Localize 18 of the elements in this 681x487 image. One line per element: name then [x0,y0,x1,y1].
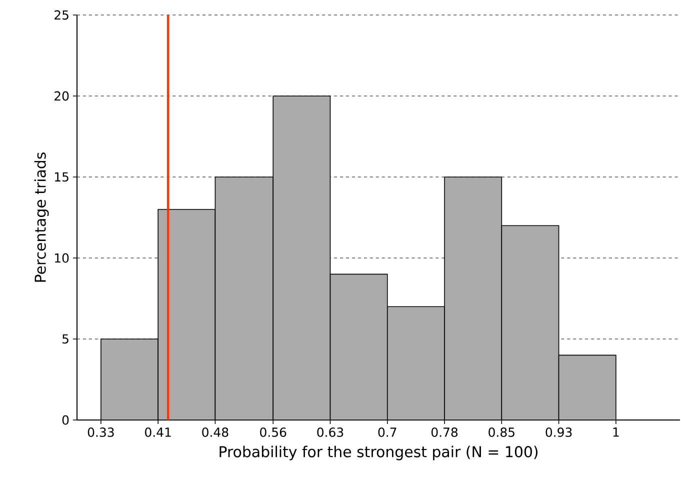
x-axis-title: Probability for the strongest pair (N = 100) [220,446,538,460]
y-axis-title: Percentage triads [34,152,49,282]
y-tick-label: 25 [54,10,68,20]
y-tick-label: 5 [62,334,68,344]
y-tick-label: 10 [55,253,69,263]
x-tick-label: 0.93 [546,428,572,437]
y-tick-label: 0 [62,415,69,425]
x-tick-label: 1 [613,428,619,437]
x-tick-label: 0.56 [260,428,286,437]
x-tick-label: 0.63 [317,428,344,437]
x-tick-label: 0.78 [431,428,458,437]
x-tick-label: 0.33 [88,428,114,437]
x-tick-label: 0.7 [378,428,396,437]
y-tick-label: 20 [54,91,69,101]
x-tick-label: 0.85 [488,428,514,437]
y-tick-label: 15 [55,172,68,182]
x-tick-label: 0.41 [145,428,171,437]
x-tick-label: 0.48 [202,428,228,437]
